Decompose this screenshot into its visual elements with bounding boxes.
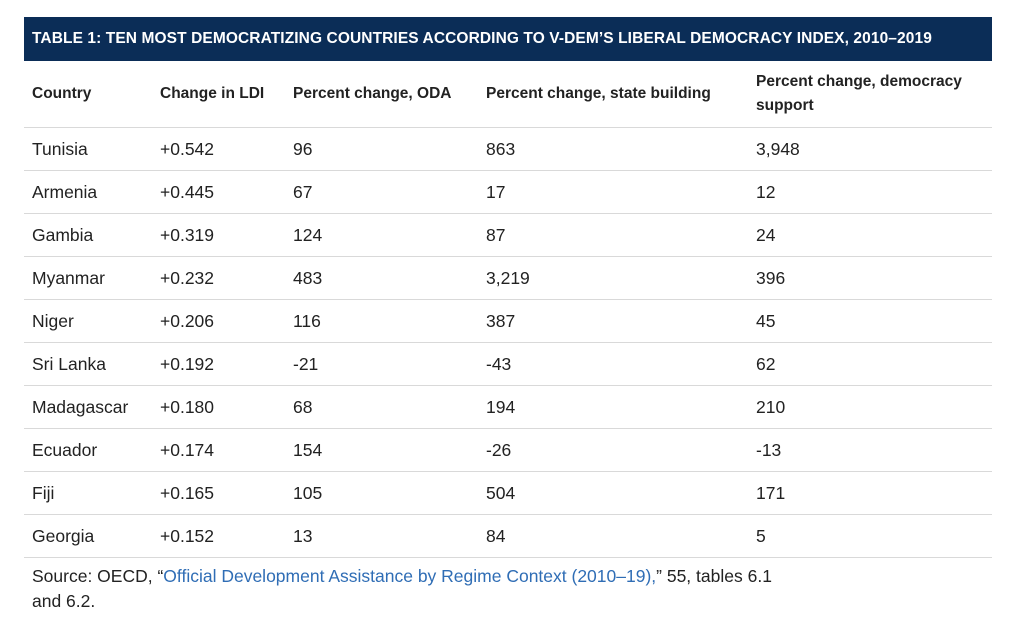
ldi-change-cell: +0.319: [152, 213, 285, 257]
state-building-change-cell: -43: [478, 342, 748, 386]
table-title: TABLE 1: TEN MOST DEMOCRATIZING COUNTRIE…: [24, 17, 992, 61]
oda-change-cell: 105: [285, 471, 478, 515]
democracy-support-change-cell: 5: [748, 514, 992, 558]
oda-change-cell: 116: [285, 299, 478, 343]
header-oda: Percent change, ODA: [285, 61, 478, 128]
state-building-change-cell: 504: [478, 471, 748, 515]
ldi-change-cell: +0.542: [152, 127, 285, 171]
democracy-support-change-cell: 12: [748, 170, 992, 214]
state-building-change-cell: 84: [478, 514, 748, 558]
ldi-change-cell: +0.174: [152, 428, 285, 472]
democracy-support-change-cell: 3,948: [748, 127, 992, 171]
ldi-change-cell: +0.192: [152, 342, 285, 386]
country-cell: Niger: [24, 299, 152, 343]
democracy-support-change-cell: 62: [748, 342, 992, 386]
table-row: Sri Lanka +0.192 -21 -43 62: [24, 342, 992, 386]
header-country: Country: [24, 61, 152, 128]
oda-change-cell: 483: [285, 256, 478, 300]
democracy-support-change-cell: 45: [748, 299, 992, 343]
country-cell: Fiji: [24, 471, 152, 515]
ldi-change-cell: +0.206: [152, 299, 285, 343]
democracy-support-change-cell: 396: [748, 256, 992, 300]
oda-change-cell: 154: [285, 428, 478, 472]
source-note: Source: OECD, “Official Development Assi…: [32, 564, 792, 614]
democracy-support-change-cell: 210: [748, 385, 992, 429]
source-prefix: Source: OECD, “: [32, 566, 164, 586]
table-row: Fiji +0.165 105 504 171: [24, 471, 992, 515]
country-cell: Myanmar: [24, 256, 152, 300]
democracy-support-change-cell: -13: [748, 428, 992, 472]
state-building-change-cell: 87: [478, 213, 748, 257]
table-row: Niger +0.206 116 387 45: [24, 299, 992, 343]
state-building-change-cell: 863: [478, 127, 748, 171]
democracy-support-change-cell: 24: [748, 213, 992, 257]
state-building-change-cell: 194: [478, 385, 748, 429]
source-link[interactable]: Official Development Assistance by Regim…: [163, 566, 657, 586]
data-table: TABLE 1: TEN MOST DEMOCRATIZING COUNTRIE…: [24, 17, 992, 558]
country-cell: Georgia: [24, 514, 152, 558]
table-row: Armenia +0.445 67 17 12: [24, 170, 992, 214]
table-grid: Country Change in LDI Percent change, ODA P…: [24, 61, 992, 558]
table-row: Ecuador +0.174 154 -26 -13: [24, 428, 992, 472]
oda-change-cell: 96: [285, 127, 478, 171]
country-cell: Tunisia: [24, 127, 152, 171]
oda-change-cell: 68: [285, 385, 478, 429]
oda-change-cell: 67: [285, 170, 478, 214]
header-democracy-support: Percent change, democracy support: [748, 61, 992, 128]
table-row: Madagascar +0.180 68 194 210: [24, 385, 992, 429]
state-building-change-cell: 387: [478, 299, 748, 343]
country-cell: Sri Lanka: [24, 342, 152, 386]
table-row: Gambia +0.319 124 87 24: [24, 213, 992, 257]
democracy-support-change-cell: 171: [748, 471, 992, 515]
table-row: Tunisia +0.542 96 863 3,948: [24, 127, 992, 171]
ldi-change-cell: +0.152: [152, 514, 285, 558]
table-row: Myanmar +0.232 483 3,219 396: [24, 256, 992, 300]
ldi-change-cell: +0.180: [152, 385, 285, 429]
state-building-change-cell: 3,219: [478, 256, 748, 300]
oda-change-cell: 124: [285, 213, 478, 257]
ldi-change-cell: +0.165: [152, 471, 285, 515]
source-suffix: ” 55, tables 6.1 and 6.2.: [32, 566, 772, 611]
country-cell: Madagascar: [24, 385, 152, 429]
country-cell: Gambia: [24, 213, 152, 257]
table-header-row: Country Change in LDI Percent change, ODA P…: [24, 61, 992, 128]
table-body: Tunisia +0.542 96 863 3,948 Armenia +0.445 67 17…: [24, 127, 992, 558]
ldi-change-cell: +0.445: [152, 170, 285, 214]
oda-change-cell: -21: [285, 342, 478, 386]
country-cell: Ecuador: [24, 428, 152, 472]
ldi-change-cell: +0.232: [152, 256, 285, 300]
header-state-building: Percent change, state building: [478, 61, 748, 128]
header-change-ldi: Change in LDI: [152, 61, 285, 128]
state-building-change-cell: 17: [478, 170, 748, 214]
state-building-change-cell: -26: [478, 428, 748, 472]
oda-change-cell: 13: [285, 514, 478, 558]
table-row: Georgia +0.152 13 84 5: [24, 514, 992, 558]
country-cell: Armenia: [24, 170, 152, 214]
